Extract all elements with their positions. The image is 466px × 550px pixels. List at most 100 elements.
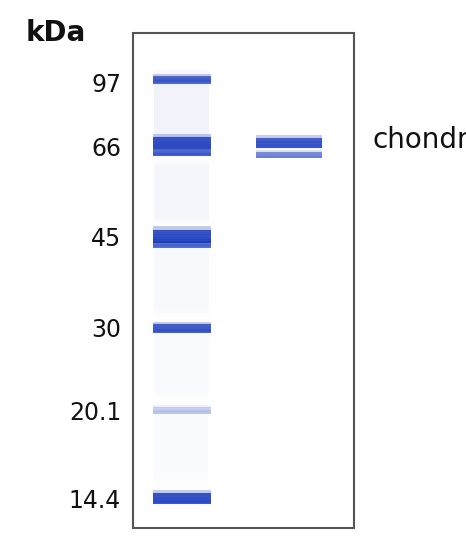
Bar <box>155 123 209 125</box>
Bar <box>256 138 322 140</box>
Bar <box>155 334 209 335</box>
Bar <box>153 329 211 331</box>
Bar <box>155 436 209 437</box>
Bar <box>153 248 211 249</box>
Bar <box>155 182 209 183</box>
Bar <box>155 378 209 380</box>
Bar <box>155 443 209 444</box>
Bar <box>155 358 209 359</box>
Bar <box>153 410 211 411</box>
Bar <box>153 155 211 156</box>
Bar <box>155 370 209 371</box>
Bar <box>153 82 211 84</box>
Bar <box>155 129 209 131</box>
Bar <box>153 321 211 323</box>
Bar <box>256 135 322 138</box>
Bar <box>153 415 211 416</box>
Bar <box>155 296 209 297</box>
Bar <box>153 412 211 414</box>
Bar <box>153 155 211 156</box>
Bar <box>153 145 211 147</box>
Bar <box>155 277 209 278</box>
Bar <box>155 427 209 428</box>
Bar <box>155 344 209 345</box>
Bar <box>155 229 209 230</box>
Bar <box>155 480 209 481</box>
Bar <box>155 266 209 268</box>
Bar <box>153 327 211 328</box>
Bar <box>256 150 322 151</box>
Bar <box>155 475 209 477</box>
Bar <box>155 319 209 320</box>
Bar <box>153 230 211 233</box>
Bar <box>155 102 209 103</box>
Bar <box>155 465 209 467</box>
Bar <box>155 472 209 474</box>
Bar <box>256 156 322 157</box>
Bar <box>155 337 209 338</box>
Bar <box>155 451 209 453</box>
Bar <box>155 189 209 190</box>
Bar <box>153 74 211 76</box>
Bar <box>155 230 209 232</box>
Bar <box>155 131 209 133</box>
Bar <box>153 149 211 150</box>
Bar <box>155 185 209 186</box>
Bar <box>153 74 211 76</box>
Bar <box>153 413 211 414</box>
Bar <box>155 389 209 390</box>
Bar <box>155 268 209 269</box>
Bar <box>155 330 209 331</box>
Bar <box>153 405 211 406</box>
Bar <box>155 165 209 166</box>
Bar <box>155 70 209 72</box>
Bar <box>153 246 211 248</box>
Bar <box>155 178 209 179</box>
Bar <box>155 419 209 420</box>
Bar <box>256 135 322 139</box>
Bar <box>155 243 209 244</box>
Bar <box>153 241 211 243</box>
Bar <box>155 285 209 287</box>
Bar <box>155 97 209 99</box>
Bar <box>153 148 211 151</box>
Bar <box>153 491 211 493</box>
Bar <box>155 294 209 296</box>
Bar <box>155 297 209 299</box>
Bar <box>153 138 211 140</box>
Bar <box>155 194 209 195</box>
Bar <box>155 157 209 158</box>
Text: 45: 45 <box>91 227 121 251</box>
Bar <box>155 144 209 146</box>
Bar <box>155 324 209 326</box>
Bar <box>153 497 211 499</box>
Bar <box>155 367 209 369</box>
Bar <box>155 222 209 223</box>
Bar <box>155 168 209 169</box>
Bar <box>256 141 322 143</box>
Bar <box>155 161 209 162</box>
Bar <box>155 173 209 174</box>
Bar <box>155 382 209 384</box>
Bar <box>155 103 209 105</box>
Bar <box>155 81 209 82</box>
Bar <box>155 164 209 165</box>
Text: 66: 66 <box>91 136 121 161</box>
Bar <box>155 216 209 217</box>
Bar <box>155 375 209 377</box>
Bar <box>153 328 211 329</box>
Bar <box>155 201 209 202</box>
Bar <box>155 255 209 257</box>
Bar <box>155 151 209 152</box>
Bar <box>155 414 209 416</box>
Bar <box>155 78 209 79</box>
Bar <box>155 95 209 96</box>
Bar <box>153 150 211 152</box>
Bar <box>155 90 209 91</box>
Bar <box>155 258 209 260</box>
Bar <box>153 244 211 245</box>
Bar <box>155 438 209 440</box>
Bar <box>155 135 209 137</box>
Bar <box>155 226 209 227</box>
Bar <box>256 144 322 146</box>
